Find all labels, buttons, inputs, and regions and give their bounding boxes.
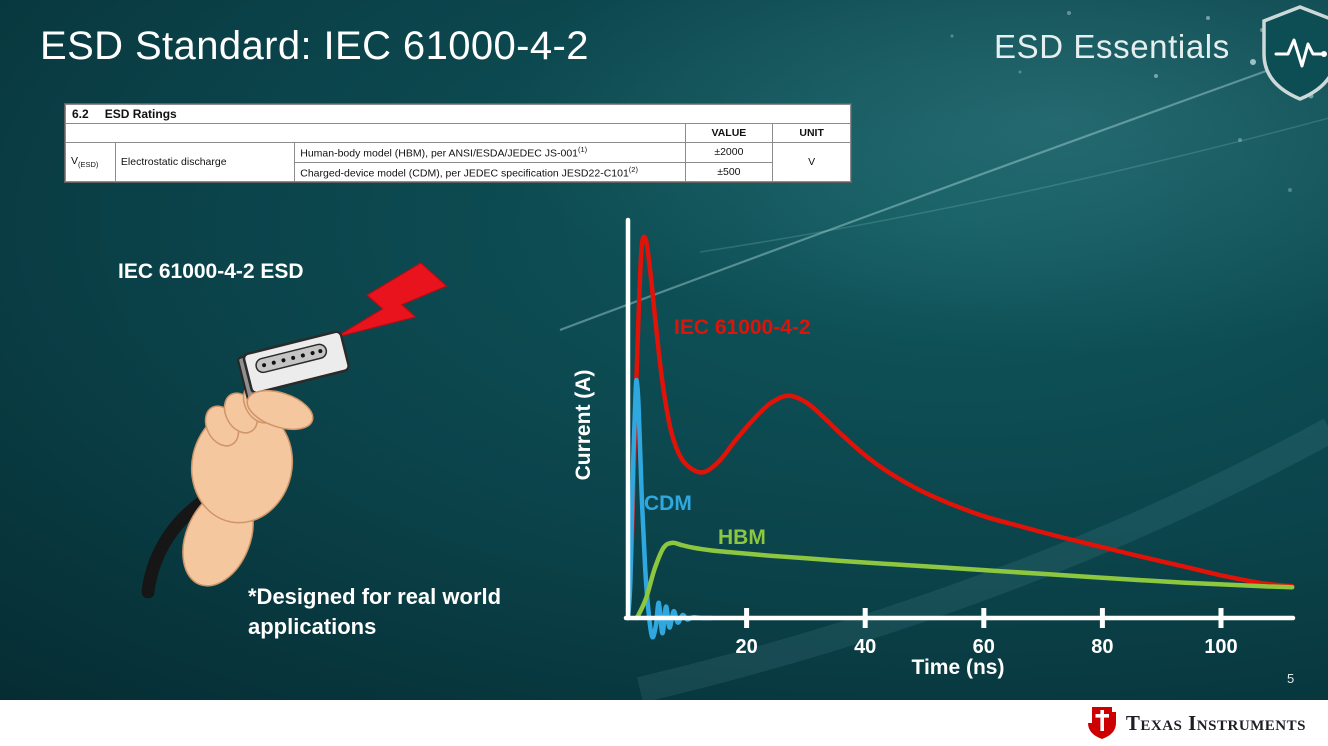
light-arc-2	[699, 117, 1328, 253]
hbm-value-cell: ±2000	[684, 142, 774, 163]
series-title: ESD Essentials	[994, 28, 1230, 65]
column-header-unit: UNIT	[772, 123, 851, 143]
table-section-header: 6.2 ESD Ratings	[65, 104, 851, 124]
svg-text:60: 60	[973, 636, 995, 658]
cdm-footnote-ref: (2)	[628, 164, 638, 174]
series-label-hbm: HBM	[718, 526, 766, 549]
footer-bar: Texas Instruments	[0, 700, 1328, 746]
lightning-bolt-icon	[334, 262, 448, 339]
series-label-cdm: CDM	[644, 492, 692, 515]
svg-text:80: 80	[1091, 636, 1113, 658]
unit-cell: V	[772, 142, 851, 182]
connector-pins	[262, 349, 323, 368]
svg-text:20: 20	[735, 636, 757, 658]
footnote-line-1: *Designed for real world	[248, 584, 502, 609]
symbol-subscript: (ESD)	[78, 160, 99, 170]
footnote-line-2: applications	[248, 614, 377, 640]
ti-logo: Texas Instruments	[1087, 706, 1306, 740]
column-header-value: VALUE	[684, 123, 774, 143]
symbol-cell: V(ESD)	[65, 142, 116, 182]
hbm-footnote-ref: (1)	[578, 145, 588, 154]
cdm-description: Charged-device model (CDM), per JEDEC sp…	[300, 167, 629, 179]
hand-shape	[182, 382, 294, 587]
svg-text:100: 100	[1204, 636, 1237, 658]
hbm-description-cell: Human-body model (HBM), per ANSI/ESDA/JE…	[294, 142, 686, 163]
series-label-iec: IEC 61000-4-2	[674, 316, 811, 339]
hbm-description: Human-body model (HBM), per ANSI/ESDA/JE…	[300, 147, 579, 160]
esd-ratings-table: 6.2 ESD Ratings VALUE UNIT V(ESD) Electro…	[64, 103, 852, 183]
footnote: *Designed for real world applications	[248, 582, 501, 643]
light-band	[637, 418, 1328, 703]
cdm-description-cell: Charged-device model (CDM), per JEDEC sp…	[294, 161, 686, 182]
y-axis-label: Current (A)	[572, 370, 595, 481]
ti-wordmark: Texas Instruments	[1125, 710, 1306, 735]
chart-curves	[625, 234, 1295, 640]
hand-holding-hdmi-illustration	[141, 330, 350, 598]
symbol-text: V	[71, 154, 79, 167]
page-title: ESD Standard: IEC 61000-4-2	[40, 24, 589, 68]
esd-waveform-chart: 20 40 60 80 100 Current (A) Time (ns) IEC 61…	[572, 217, 1296, 679]
thumb	[246, 389, 314, 431]
section-title: ESD Ratings	[104, 107, 177, 121]
ti-bug-icon	[1087, 707, 1116, 739]
table-blank-header	[65, 123, 686, 143]
cable	[141, 495, 209, 598]
page-number: 5	[1287, 671, 1295, 686]
esd-shield-icon	[1262, 5, 1328, 101]
section-number: 6.2	[72, 107, 89, 121]
parameter-cell: Electrostatic discharge	[114, 142, 296, 182]
x-axis-label: Time (ns)	[912, 656, 1005, 679]
cdm-value-cell: ±500	[684, 161, 774, 182]
illustration-label: IEC 61000-4-2 ESD	[118, 260, 304, 283]
chart-ticks: 20 40 60 80 100	[735, 608, 1238, 658]
hdmi-connector	[237, 330, 350, 404]
svg-text:40: 40	[854, 636, 876, 658]
